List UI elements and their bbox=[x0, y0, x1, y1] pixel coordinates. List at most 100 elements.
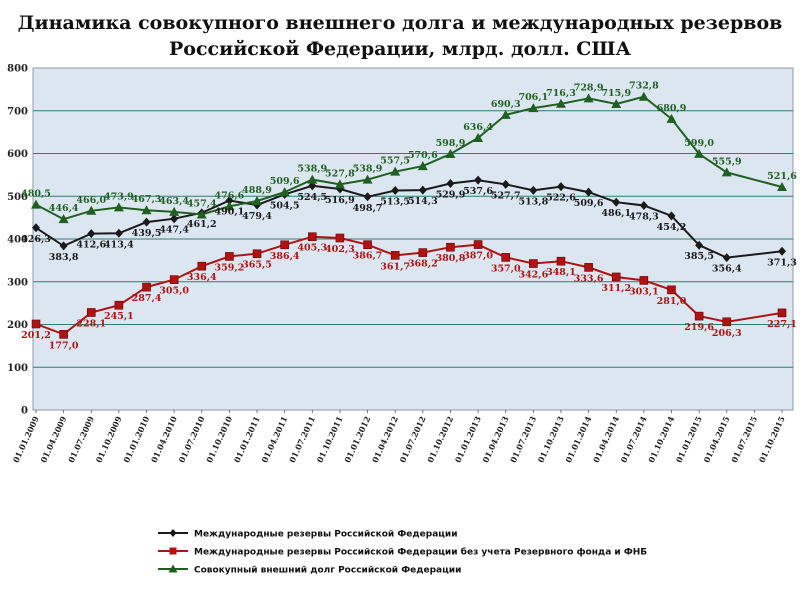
series-2 bbox=[31, 232, 787, 339]
data-label: 380,8 bbox=[436, 253, 466, 264]
data-label: 467,3 bbox=[132, 194, 162, 205]
data-point bbox=[252, 249, 262, 259]
data-point bbox=[170, 214, 179, 224]
data-label: 690,3 bbox=[491, 99, 521, 110]
series-3 bbox=[31, 91, 787, 224]
x-tick-label: 01.10.2009 bbox=[93, 414, 123, 464]
x-tick-label: 01.04.2014 bbox=[591, 414, 621, 464]
data-point bbox=[59, 241, 68, 251]
data-point bbox=[667, 285, 676, 295]
data-point bbox=[31, 319, 41, 329]
data-label: 490,1 bbox=[215, 206, 245, 217]
data-point bbox=[583, 93, 594, 103]
data-point bbox=[307, 232, 317, 242]
x-tick-label: 01.10.2013 bbox=[536, 414, 566, 464]
data-point bbox=[252, 195, 263, 205]
data-point bbox=[639, 276, 649, 285]
data-point bbox=[279, 187, 290, 197]
y-tick-label: 700 bbox=[7, 106, 28, 117]
data-label: 504,5 bbox=[270, 200, 300, 211]
x-tick-label: 01.01.2012 bbox=[342, 415, 372, 465]
data-point bbox=[142, 217, 151, 227]
data-label: 538,9 bbox=[353, 164, 383, 175]
data-label: 402,3 bbox=[325, 244, 355, 255]
x-axis-ticks: 01.01.200901.04.200901.07.200901.10.2009… bbox=[11, 410, 787, 464]
data-label: 336,4 bbox=[187, 272, 217, 283]
x-tick-label: 01.04.2012 bbox=[370, 415, 400, 465]
data-label: 486,1 bbox=[601, 208, 631, 219]
x-tick-label: 01.07.2014 bbox=[618, 414, 648, 464]
x-tick-label: 01.07.2011 bbox=[287, 415, 317, 465]
data-point bbox=[500, 109, 511, 119]
y-tick-label: 800 bbox=[7, 64, 28, 75]
y-tick-label: 200 bbox=[7, 320, 28, 331]
data-point bbox=[473, 132, 484, 142]
legend-item: Международные резервы Российской Федерац… bbox=[158, 547, 647, 558]
legend-item: Совокупный внешний долг Российской Федер… bbox=[158, 564, 461, 576]
data-label: 305,0 bbox=[159, 286, 189, 297]
x-tick-label: 01.04.2010 bbox=[149, 414, 179, 464]
data-label: 311,2 bbox=[601, 283, 631, 294]
data-point bbox=[612, 197, 621, 207]
data-point bbox=[86, 308, 96, 317]
data-label: 361,7 bbox=[380, 261, 410, 272]
data-label: 368,2 bbox=[408, 259, 438, 270]
data-label: 333,6 bbox=[574, 273, 604, 284]
legend-label: Международные резервы Российской Федерац… bbox=[194, 530, 458, 540]
data-point bbox=[639, 201, 648, 211]
title-line-1: Динамика совокупного внешнего долга и ме… bbox=[17, 12, 783, 34]
data-label: 387,0 bbox=[463, 251, 493, 262]
x-tick-label: 01.10.2011 bbox=[314, 415, 344, 465]
data-label: 219,6 bbox=[684, 322, 714, 333]
data-label: 342,6 bbox=[518, 270, 548, 281]
data-label: 513,5 bbox=[380, 196, 410, 207]
x-tick-label: 01.07.2012 bbox=[397, 415, 427, 465]
data-label: 555,9 bbox=[712, 156, 742, 167]
legend-box bbox=[150, 520, 625, 582]
data-label: 716,3 bbox=[546, 88, 576, 99]
x-tick-label: 01.01.2014 bbox=[563, 414, 593, 464]
y-axis-ticks: 0 100 200 300 400 500 600 700 800 bbox=[7, 64, 28, 417]
data-label: 680,9 bbox=[657, 103, 687, 114]
data-label: 599,0 bbox=[684, 138, 714, 149]
data-point bbox=[59, 330, 68, 339]
legend-item: Международные резервы Российской Федерац… bbox=[158, 529, 458, 540]
data-label: 245,1 bbox=[104, 311, 134, 322]
data-label: 413,4 bbox=[104, 239, 134, 250]
legend-marker bbox=[169, 529, 177, 537]
x-tick-label: 01.01.2011 bbox=[232, 415, 262, 465]
series-1 bbox=[32, 175, 786, 263]
data-label: 516,9 bbox=[325, 195, 355, 206]
y-tick-label: 600 bbox=[7, 149, 28, 160]
data-label: 509,6 bbox=[574, 198, 604, 209]
data-point bbox=[86, 205, 97, 215]
data-label: 371,3 bbox=[767, 257, 797, 268]
data-label: 479,4 bbox=[242, 211, 272, 222]
data-point bbox=[556, 256, 566, 266]
data-label: 365,5 bbox=[242, 260, 272, 271]
data-label: 177,0 bbox=[49, 340, 79, 351]
data-label: 509,6 bbox=[270, 176, 300, 187]
data-point bbox=[529, 259, 538, 268]
data-point bbox=[722, 317, 732, 327]
data-point bbox=[446, 178, 455, 188]
data-point bbox=[280, 240, 289, 250]
data-point bbox=[418, 248, 428, 257]
data-label: 201,2 bbox=[21, 330, 51, 341]
data-point bbox=[667, 211, 676, 221]
data-label: 447,4 bbox=[159, 225, 189, 236]
data-point bbox=[307, 174, 318, 184]
data-point bbox=[197, 261, 207, 271]
data-label: 359,2 bbox=[215, 262, 245, 273]
data-label: 457,4 bbox=[187, 198, 217, 209]
x-tick-label: 01.01.2015 bbox=[674, 415, 704, 465]
y-tick-label: 100 bbox=[7, 363, 28, 374]
data-label: 728,9 bbox=[574, 82, 604, 93]
data-label: 461,2 bbox=[187, 219, 217, 230]
data-point bbox=[114, 228, 123, 238]
data-point bbox=[225, 252, 234, 261]
data-point bbox=[335, 233, 345, 243]
data-point bbox=[473, 240, 483, 249]
data-label: 537,6 bbox=[463, 186, 493, 197]
